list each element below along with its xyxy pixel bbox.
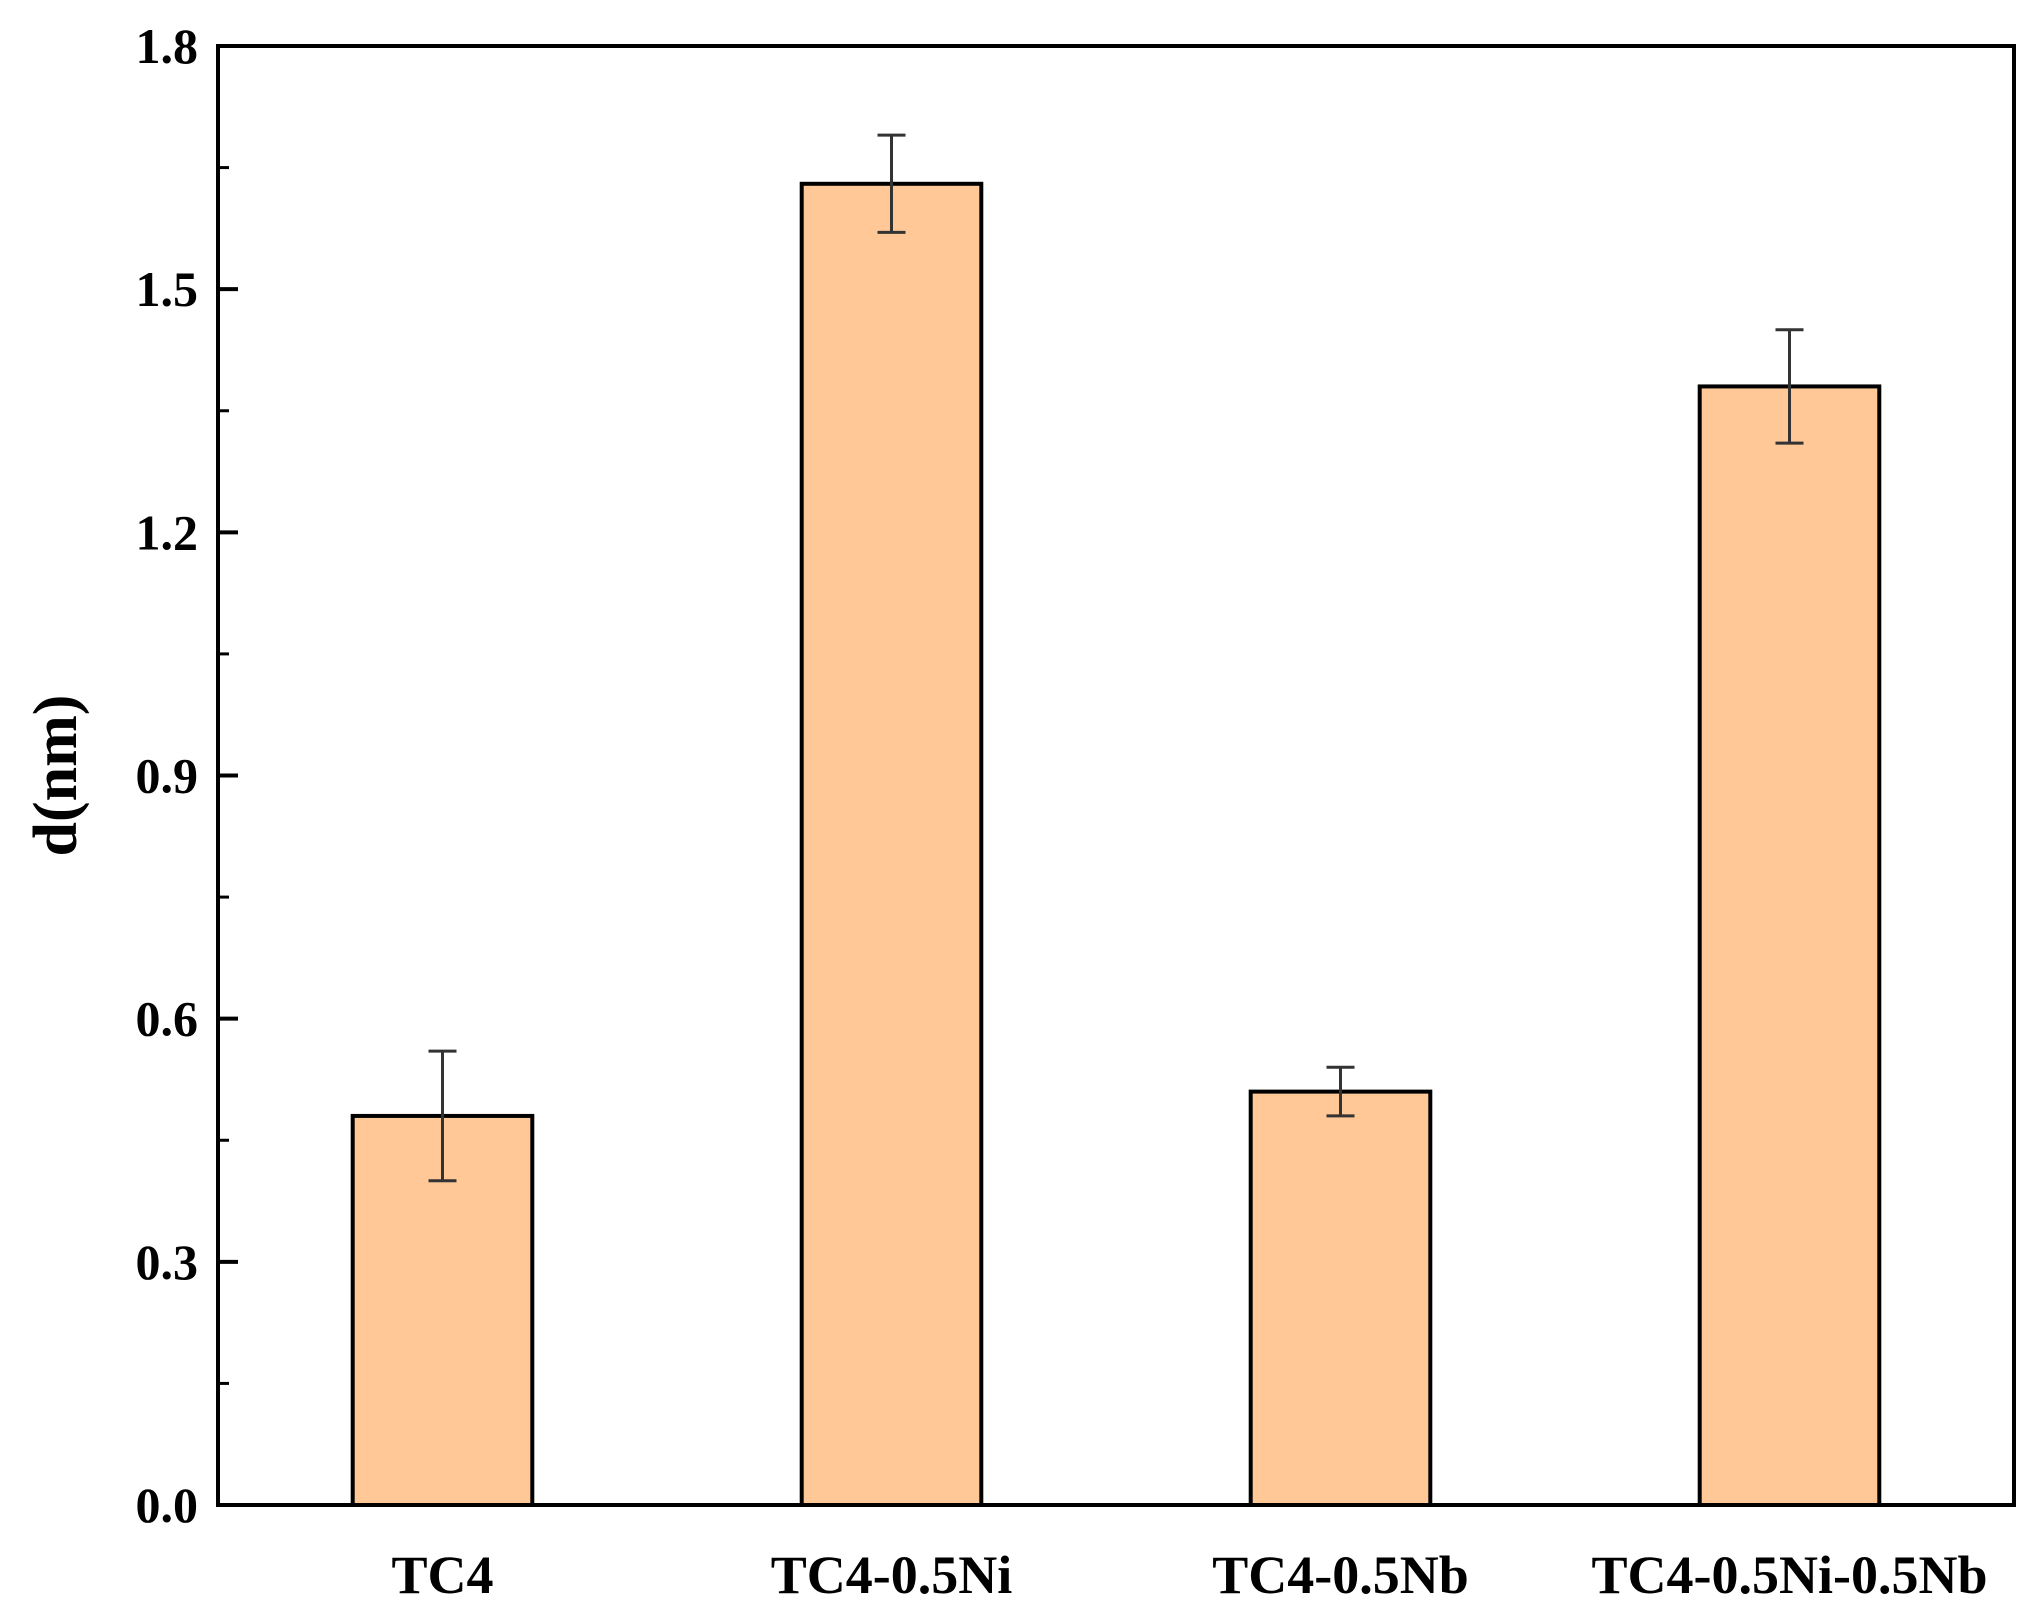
bar <box>1248 1089 1433 1508</box>
y-tick-label: 1.5 <box>136 261 199 317</box>
y-tick-label: 0.3 <box>136 1234 199 1290</box>
y-tick-label: 0.6 <box>136 991 199 1047</box>
x-category-label: TC4 <box>391 1545 493 1605</box>
x-category-label: TC4-0.5Nb <box>1212 1545 1469 1605</box>
bar <box>1697 384 1882 1507</box>
x-category-label: TC4-0.5Ni <box>771 1545 1013 1605</box>
bar <box>799 181 984 1508</box>
y-axis-title: d(nm) <box>22 695 90 857</box>
y-tick-label: 1.2 <box>136 504 199 560</box>
y-tick-label: 0.9 <box>136 748 199 804</box>
x-category-label: TC4-0.5Ni-0.5Nb <box>1591 1545 1987 1605</box>
labels: d(nm) 0.0 0.3 0.6 0.9 1.2 1.5 1.8 TC4 TC4-0.5Ni T… <box>22 18 1987 1605</box>
y-tick-label: 1.8 <box>136 18 199 74</box>
error-bars <box>428 133 1804 1183</box>
y-tick-label: 0.0 <box>136 1477 199 1533</box>
bars <box>350 181 1882 1508</box>
